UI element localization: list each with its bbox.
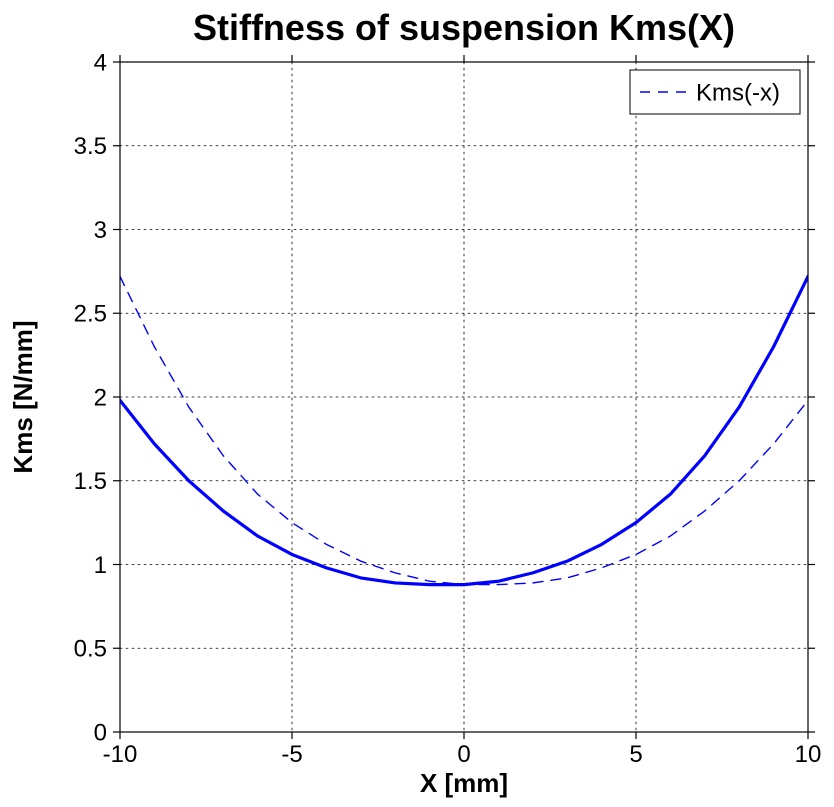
ytick-label: 0 — [94, 719, 107, 746]
xtick-label: 0 — [457, 741, 470, 768]
ytick-label: 2.5 — [74, 301, 107, 328]
chart-svg: -10 -5 0 5 10 0 0.5 1 1.5 2 2.5 3 3.5 4 Stiffness of s… — [0, 0, 834, 807]
ytick-label: 3.5 — [74, 133, 107, 160]
ytick-label: 0.5 — [74, 636, 107, 663]
ytick-label: 2 — [94, 384, 107, 411]
xtick-label: 10 — [795, 741, 822, 768]
legend: Kms(-x) — [630, 70, 800, 114]
chart-title: Stiffness of suspension Kms(X) — [193, 7, 735, 48]
y-axis-label: Kms [N/mm] — [8, 320, 38, 473]
chart-container: -10 -5 0 5 10 0 0.5 1 1.5 2 2.5 3 3.5 4 Stiffness of s… — [0, 0, 834, 807]
xtick-label: -10 — [103, 741, 138, 768]
ytick-label: 1 — [94, 552, 107, 579]
xtick-label: 5 — [629, 741, 642, 768]
xtick-label: -5 — [281, 741, 302, 768]
x-axis-label: X [mm] — [420, 768, 508, 798]
ytick-label: 3 — [94, 217, 107, 244]
ytick-label: 1.5 — [74, 468, 107, 495]
legend-label: Kms(-x) — [696, 79, 780, 106]
ytick-label: 4 — [94, 49, 107, 76]
